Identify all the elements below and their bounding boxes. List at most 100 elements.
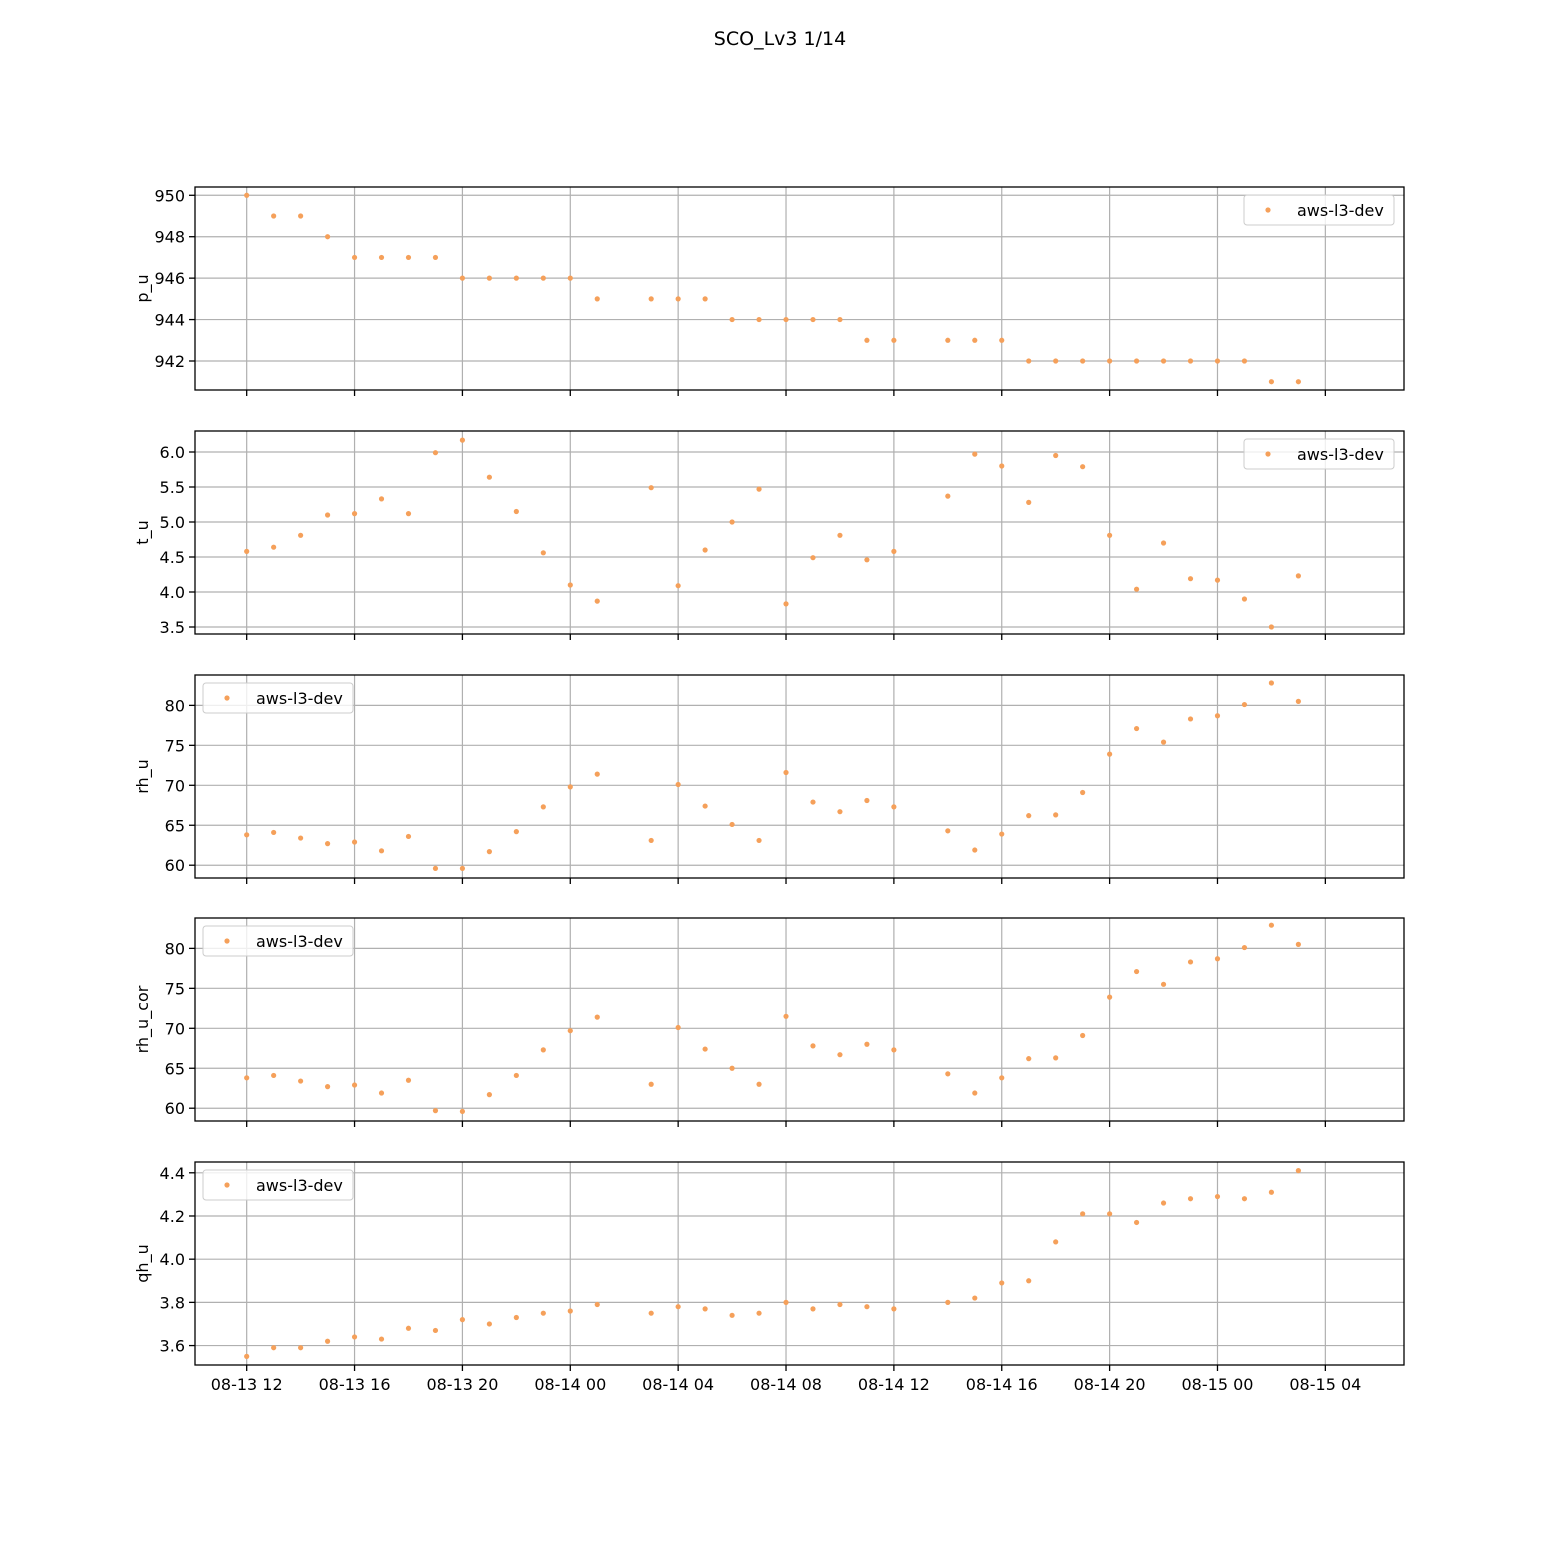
data-point [702, 547, 708, 553]
data-point [972, 451, 978, 457]
data-point [1133, 725, 1140, 732]
data-point [1295, 698, 1301, 704]
legend-marker [224, 695, 230, 701]
legend-box [202, 925, 354, 957]
x-tick-label: 08-14 00 [534, 1375, 606, 1394]
data-point [378, 496, 385, 502]
data-point [540, 1047, 546, 1053]
axes-frame [194, 1161, 1405, 1366]
data-point [271, 1072, 277, 1079]
legend-marker [224, 1182, 230, 1188]
data-point [1187, 959, 1194, 965]
legend-label: aws-l3-dev [1297, 445, 1384, 464]
legend-marker [1265, 451, 1271, 457]
data-point [432, 450, 439, 456]
x-tick-label: 08-15 04 [1289, 1375, 1361, 1394]
data-point [459, 1108, 466, 1115]
legend-label: aws-l3-dev [1297, 201, 1384, 220]
data-point [459, 865, 466, 872]
data-point [837, 532, 843, 538]
legend-label: aws-l3-dev [256, 689, 343, 708]
data-point [567, 582, 573, 588]
data-point [810, 1043, 816, 1049]
data-point [378, 1090, 385, 1096]
data-point [1187, 576, 1194, 582]
y-tick-label: 70 [165, 776, 185, 795]
legend-box [1243, 194, 1395, 226]
data-point [702, 803, 708, 809]
data-point [1187, 1196, 1194, 1202]
y-axis-label: rh_u_cor [133, 985, 153, 1053]
data-point [244, 1075, 250, 1081]
data-point [702, 1306, 708, 1312]
x-tick-label: 08-14 08 [750, 1375, 822, 1394]
y-tick-label: 948 [154, 228, 185, 247]
data-point [1160, 739, 1167, 745]
data-point [1295, 1168, 1301, 1174]
y-tick-label: 75 [165, 979, 185, 998]
data-point [594, 1014, 600, 1020]
data-point [1214, 713, 1221, 719]
data-point [864, 1304, 870, 1310]
y-tick-label: 942 [154, 352, 185, 371]
y-tick-label: 3.5 [160, 618, 185, 637]
data-point [459, 275, 466, 281]
data-point [702, 296, 708, 302]
data-point [351, 1334, 358, 1340]
data-point [1160, 540, 1167, 546]
data-point [891, 337, 897, 343]
data-point [1080, 358, 1086, 364]
data-point [1107, 994, 1113, 1000]
data-point [1026, 1278, 1032, 1284]
x-tick-label: 08-14 16 [966, 1375, 1038, 1394]
data-point [1107, 751, 1113, 757]
y-tick-label: 60 [165, 1099, 185, 1118]
x-tick-label: 08-13 16 [319, 1375, 391, 1394]
figure-title: SCO_Lv3 1/14 [714, 28, 846, 50]
data-point [1026, 358, 1032, 364]
data-point [837, 1301, 843, 1308]
data-point [594, 771, 600, 777]
data-point [432, 254, 439, 261]
data-point [864, 557, 870, 563]
data-point [486, 1321, 492, 1327]
data-point [810, 799, 816, 805]
data-point [298, 213, 304, 219]
data-point [432, 865, 439, 872]
data-point [1053, 812, 1059, 818]
y-tick-label: 4.0 [160, 1250, 185, 1269]
data-point [1053, 452, 1059, 459]
subplot-qh-u: 08-13 12 08-13 16 08-13 20 08-14 00 08-14 04… [133, 1161, 1405, 1394]
data-point [1214, 1193, 1221, 1200]
y-axis-label: rh_u [133, 759, 153, 794]
axes-frame [194, 917, 1405, 1122]
data-point [864, 337, 870, 343]
data-point [1241, 358, 1248, 364]
y-tick-label: 4.2 [160, 1207, 185, 1226]
y-tick-label: 950 [154, 186, 185, 205]
legend-marker [224, 938, 230, 944]
axes-frame [194, 674, 1405, 879]
data-point [1241, 944, 1248, 951]
x-tick-label: 08-14 12 [858, 1375, 930, 1394]
data-point [1053, 1239, 1059, 1245]
subplot-t-u: 3.5 4.0 4.5 5.0 5.5 6.0 t_u aws-l3-dev [133, 430, 1405, 640]
y-tick-label: 5.5 [160, 478, 185, 497]
data-point [351, 839, 358, 845]
data-point [351, 254, 358, 261]
y-tick-label: 4.5 [160, 548, 185, 567]
data-point [972, 337, 978, 343]
data-point [999, 1075, 1005, 1081]
legend: aws-l3-dev [1243, 194, 1395, 226]
data-point [729, 1065, 735, 1071]
data-point [837, 316, 843, 323]
data-point [486, 1092, 492, 1098]
data-point [783, 601, 789, 607]
data-point [324, 512, 331, 518]
y-tick-label: 946 [154, 269, 185, 288]
data-point [298, 835, 304, 841]
data-point [675, 583, 681, 589]
legend-box [202, 1169, 354, 1201]
x-tick-label: 08-13 20 [426, 1375, 498, 1394]
data-point [972, 847, 978, 853]
